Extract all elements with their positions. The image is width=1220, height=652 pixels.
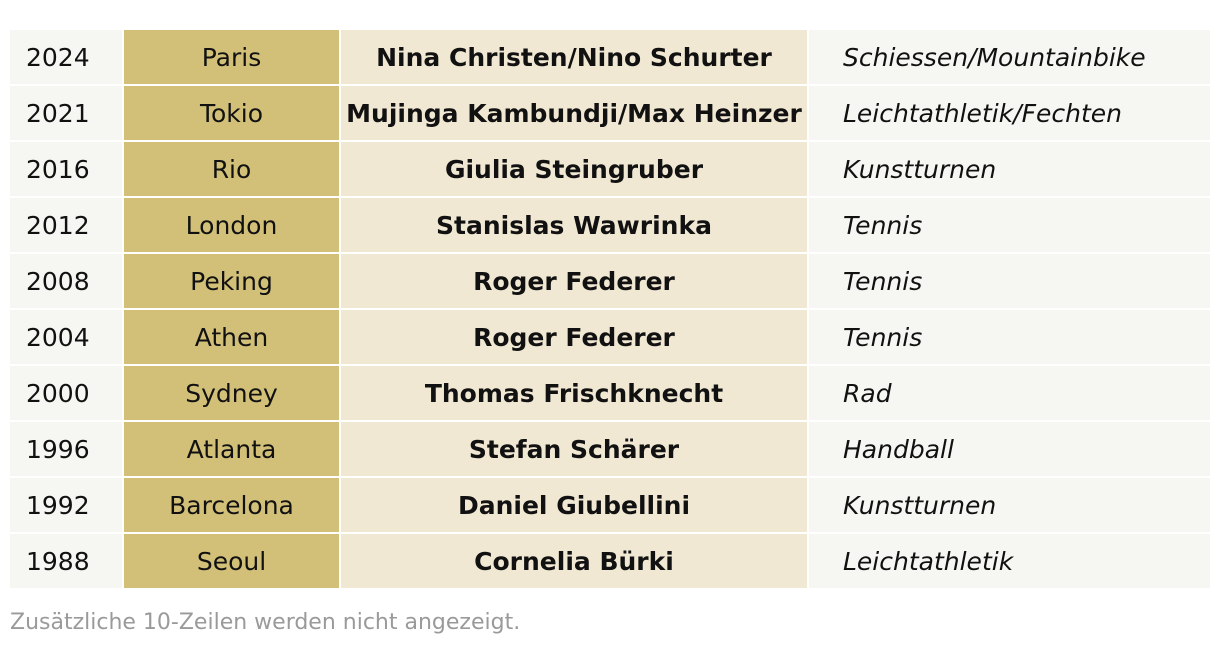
year-cell: 1992 [10,478,122,532]
table-footnote: Zusätzliche 10-Zeilen werden nicht angez… [10,610,521,635]
year-cell: 2004 [10,310,122,364]
athlete-cell: Thomas Frischknecht [341,366,807,420]
city-cell: Tokio [124,86,339,140]
year-cell: 2021 [10,86,122,140]
year-cell: 2000 [10,366,122,420]
athlete-cell: Nina Christen/Nino Schurter [341,30,807,84]
sport-cell: Kunstturnen [809,142,1210,196]
flag-bearers-table: 2024 Paris Nina Christen/Nino Schurter S… [10,30,1210,590]
year-cell: 2012 [10,198,122,252]
table-row: 2008 Peking Roger Federer Tennis [10,254,1210,308]
athlete-cell: Daniel Giubellini [341,478,807,532]
year-cell: 1988 [10,534,122,588]
city-cell: London [124,198,339,252]
table-row: 2004 Athen Roger Federer Tennis [10,310,1210,364]
sport-cell: Schiessen/Mountainbike [809,30,1210,84]
sport-cell: Tennis [809,254,1210,308]
year-cell: 1996 [10,422,122,476]
city-cell: Athen [124,310,339,364]
sport-cell: Tennis [809,198,1210,252]
sport-cell: Leichtathletik/Fechten [809,86,1210,140]
city-cell: Peking [124,254,339,308]
sport-cell: Kunstturnen [809,478,1210,532]
athlete-cell: Giulia Steingruber [341,142,807,196]
athlete-cell: Mujinga Kambundji/Max Heinzer [341,86,807,140]
athlete-cell: Roger Federer [341,310,807,364]
city-cell: Seoul [124,534,339,588]
table-row: 2012 London Stanislas Wawrinka Tennis [10,198,1210,252]
table-row: 1992 Barcelona Daniel Giubellini Kunsttu… [10,478,1210,532]
sport-cell: Leichtathletik [809,534,1210,588]
table-row: 2016 Rio Giulia Steingruber Kunstturnen [10,142,1210,196]
year-cell: 2008 [10,254,122,308]
sport-cell: Rad [809,366,1210,420]
table-row: 2024 Paris Nina Christen/Nino Schurter S… [10,30,1210,84]
table-row: 1996 Atlanta Stefan Schärer Handball [10,422,1210,476]
table-row: 2000 Sydney Thomas Frischknecht Rad [10,366,1210,420]
athlete-cell: Roger Federer [341,254,807,308]
sport-cell: Handball [809,422,1210,476]
city-cell: Barcelona [124,478,339,532]
table-row: 1988 Seoul Cornelia Bürki Leichtathletik [10,534,1210,588]
table-row: 2021 Tokio Mujinga Kambundji/Max Heinzer… [10,86,1210,140]
sport-cell: Tennis [809,310,1210,364]
athlete-cell: Cornelia Bürki [341,534,807,588]
city-cell: Paris [124,30,339,84]
year-cell: 2016 [10,142,122,196]
athlete-cell: Stefan Schärer [341,422,807,476]
athlete-cell: Stanislas Wawrinka [341,198,807,252]
city-cell: Sydney [124,366,339,420]
city-cell: Atlanta [124,422,339,476]
year-cell: 2024 [10,30,122,84]
city-cell: Rio [124,142,339,196]
